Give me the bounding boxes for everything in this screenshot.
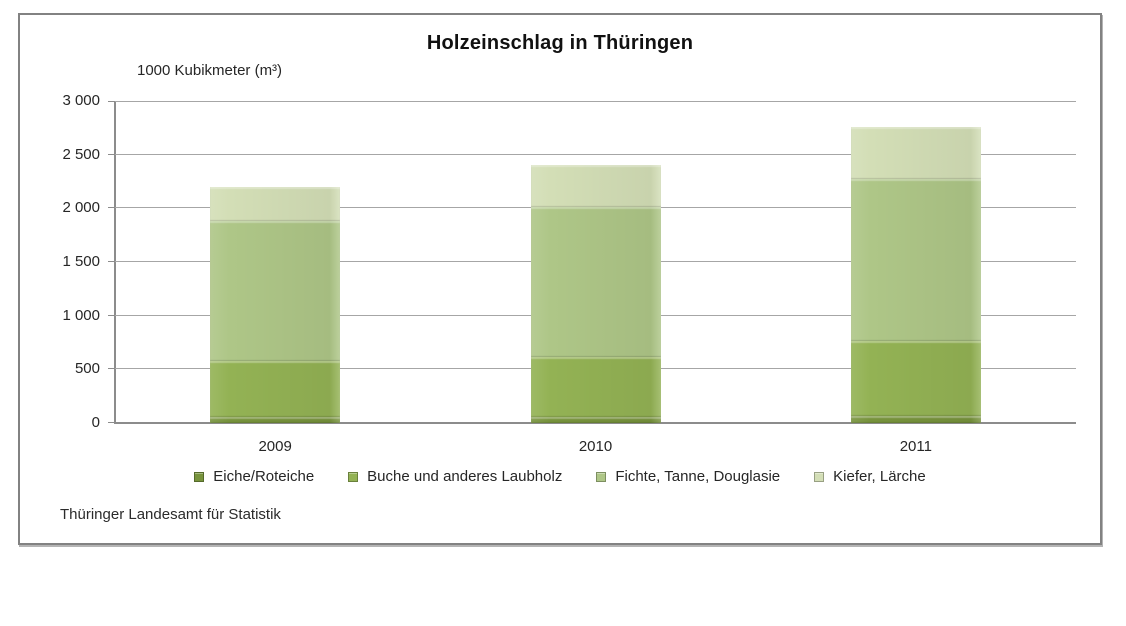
y-tick-label: 0 [91,414,100,431]
legend-item: Eiche/Roteiche [194,468,314,485]
y-tick-label: 2 000 [62,199,100,217]
y-tick-label: 1 000 [62,306,100,324]
legend-label: Fichte, Tanne, Douglasie [615,468,781,485]
chart-container: Holzeinschlag in Thüringen 1000 Kubikmet… [18,13,1102,545]
legend-label: Buche und anderes Laubholz [367,468,563,485]
bar-segment [530,207,661,358]
category-label: 2009 [258,438,292,455]
y-axis-tick [108,153,115,155]
y-tick-label: 2 500 [62,145,100,163]
category-label: 2010 [578,438,613,455]
plot-area [108,101,1076,424]
x-axis-line [114,422,1076,424]
bar-2011 [850,127,981,423]
y-axis-tick [108,314,115,316]
legend-label: Eiche/Roteiche [213,468,315,485]
legend-swatch [348,471,359,482]
legend-item: Buche und anderes Laubholz [348,468,562,485]
y-tick-label: 1 500 [62,253,100,270]
legend-item: Fichte, Tanne, Douglasie [596,468,780,485]
bar-segment [530,165,661,208]
y-axis-unit-label: 1000 Kubikmeter (m³) [137,62,283,79]
bar-segment [850,127,981,179]
bar-segment [850,340,981,416]
y-axis-tick [108,261,115,262]
bar-segment [850,415,981,423]
y-axis-line [114,101,116,423]
legend-swatch [814,471,825,482]
gridline [115,101,1076,102]
bar-2010 [530,165,661,423]
y-axis-tick [108,368,115,370]
bar-segment [210,361,341,418]
bar-segment [210,221,341,362]
source-note: Thüringer Landesamt für Statistik [60,506,281,523]
legend-swatch [194,471,205,482]
chart-title: Holzeinschlag in Thüringen [426,32,694,54]
legend: Eiche/Roteiche Buche und anderes Laubholz… [20,468,1100,485]
y-axis-tick [108,101,115,102]
y-axis-tick [108,422,115,423]
bar-segment [530,417,661,423]
bar-2009 [210,186,341,423]
category-label: 2011 [899,438,932,455]
bar-segment [530,357,661,418]
y-tick-label: 3 000 [62,92,100,109]
legend-swatch [596,471,607,482]
legend-item: Kiefer, Lärche [814,468,926,485]
legend-label: Kiefer, Lärche [833,468,926,485]
bar-segment [850,178,981,341]
y-axis-tick [108,207,115,209]
y-tick-label: 500 [74,360,100,378]
bar-segment [210,417,341,423]
gridline [115,153,1076,155]
bar-segment [210,186,341,222]
